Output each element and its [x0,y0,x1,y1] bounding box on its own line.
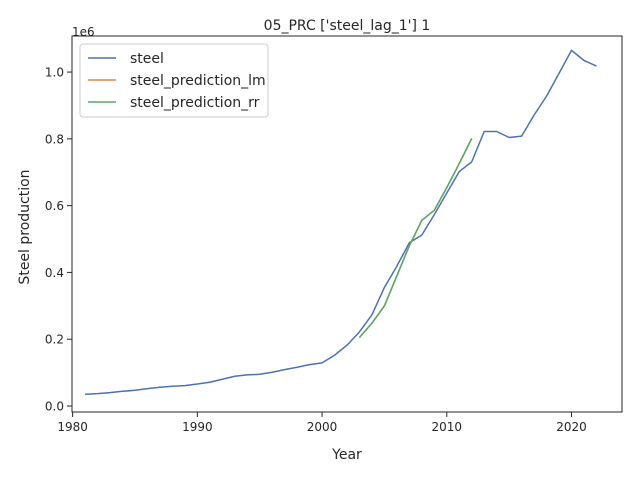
legend: steel steel_prediction_lm steel_prediction… [79,43,269,118]
y-tick-label: 0.8 [45,132,64,146]
x-tick-label: 2020 [556,420,587,434]
x-tick-label: 2000 [307,420,338,434]
x-tick-label: 1980 [57,420,88,434]
legend-entry: steel [130,51,164,67]
chart-title: 05_PRC ['steel_lag_1'] 1 [264,18,431,34]
y-axis-label: Steel production [17,169,33,284]
x-axis-label: Year [331,447,362,463]
y-axis-ticks: 0.0 0.2 0.4 0.6 0.8 1.0 [45,66,72,413]
y-offset-label: 1e6 [72,25,95,39]
series-lines [85,49,597,396]
legend-entry: steel_prediction_rr [130,95,260,111]
series-line-steel [85,49,597,396]
legend-entry: steel_prediction_lm [130,73,266,89]
y-tick-label: 0.4 [45,266,64,280]
y-tick-label: 0.2 [45,333,64,347]
y-tick-label: 0.6 [45,199,64,213]
x-axis-ticks: 1980 1990 2000 2010 2020 [57,412,587,434]
plot-frame [71,35,623,413]
series-line-steel-prediction-rr [358,138,473,339]
x-tick-label: 2010 [431,420,462,434]
x-tick-label: 1990 [182,420,213,434]
legend-box [79,43,269,118]
y-tick-label: 0.0 [45,399,64,413]
y-tick-label: 1.0 [45,66,64,80]
